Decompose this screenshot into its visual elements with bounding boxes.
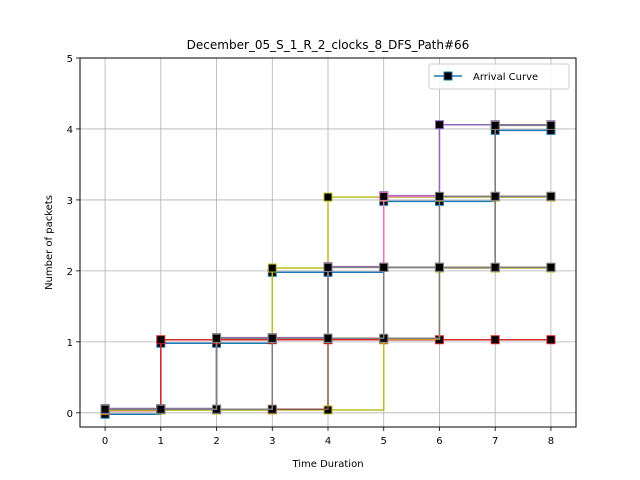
data-point <box>379 191 389 201</box>
series-line <box>105 338 551 412</box>
data-point <box>490 191 500 201</box>
x-tick-label: 5 <box>381 436 387 447</box>
x-tick-label: 0 <box>102 436 108 447</box>
y-tick-label: 1 <box>67 338 73 349</box>
y-tick-label: 4 <box>67 125 73 136</box>
data-point <box>490 120 500 130</box>
data-point <box>379 262 389 272</box>
data-point <box>434 262 444 272</box>
legend: Arrival Curve <box>428 63 570 90</box>
data-point <box>267 263 277 273</box>
y-tick-label: 0 <box>67 409 73 420</box>
y-tick-label: 5 <box>67 54 73 65</box>
chart-title: December_05_S_1_R_2_clocks_8_DFS_Path#66 <box>187 38 470 52</box>
legend-marker <box>443 71 453 81</box>
series-10 <box>100 262 556 414</box>
data-point <box>434 191 444 201</box>
y-ticks: 0 1 2 3 4 5 <box>67 54 80 420</box>
data-point <box>434 120 444 130</box>
x-tick-label: 1 <box>158 436 164 447</box>
data-point <box>546 262 556 272</box>
data-point <box>490 262 500 272</box>
x-axis-label: Time Duration <box>291 459 363 470</box>
data-point <box>156 335 166 345</box>
data-point <box>323 192 333 202</box>
data-point <box>212 333 222 343</box>
x-ticks: 0 1 2 3 4 5 6 7 8 <box>102 427 554 447</box>
legend-entry-arrival-curve: Arrival Curve <box>473 72 538 83</box>
data-point <box>323 333 333 343</box>
y-tick-label: 3 <box>67 196 73 207</box>
data-point <box>546 335 556 345</box>
x-tick-label: 3 <box>269 436 275 447</box>
data-point <box>156 404 166 414</box>
x-tick-label: 4 <box>325 436 331 447</box>
x-tick-label: 8 <box>548 436 554 447</box>
x-tick-label: 6 <box>436 436 442 447</box>
data-point <box>546 120 556 130</box>
y-tick-label: 2 <box>67 267 73 278</box>
y-axis-label: Number of packets <box>44 195 55 290</box>
data-point <box>490 335 500 345</box>
x-tick-label: 2 <box>213 436 219 447</box>
series-layer <box>100 120 556 419</box>
data-point <box>100 404 110 414</box>
legend-box <box>428 63 570 90</box>
data-point <box>323 262 333 272</box>
x-tick-label: 7 <box>492 436 498 447</box>
data-point <box>546 191 556 201</box>
data-point <box>267 333 277 343</box>
